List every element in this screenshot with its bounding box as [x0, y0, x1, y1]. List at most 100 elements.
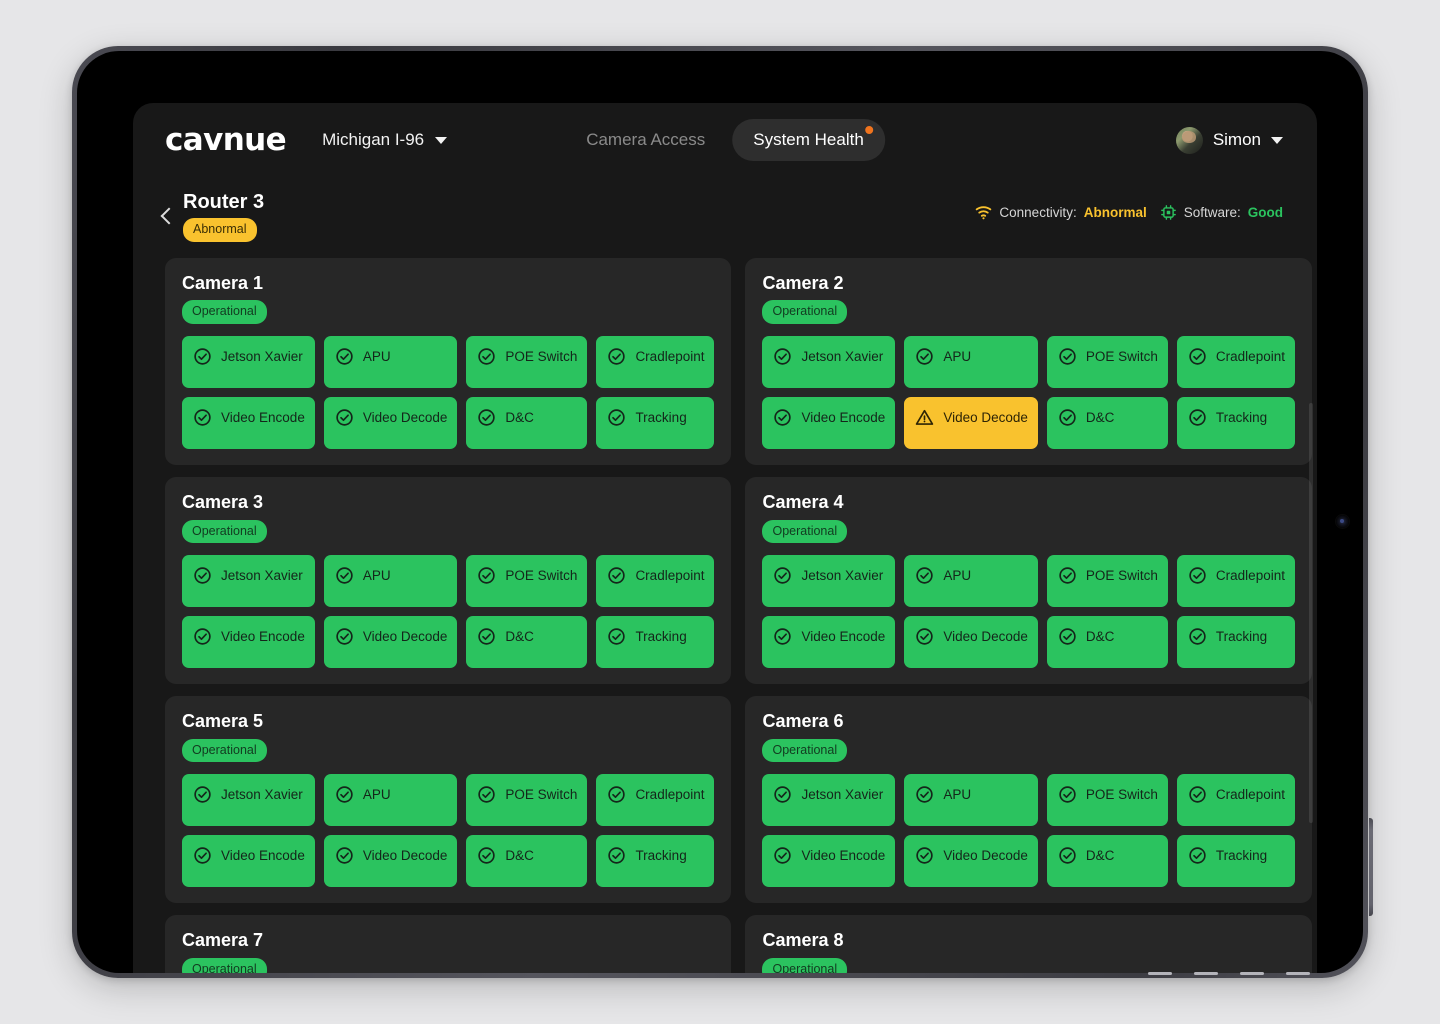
component-tile[interactable]: Video Decode: [904, 835, 1038, 888]
component-tile[interactable]: Tracking: [596, 835, 715, 888]
app-window: cavnue Michigan I-96 Camera Access Syste…: [133, 103, 1317, 973]
component-tile[interactable]: Jetson Xavier: [182, 335, 315, 388]
component-tile[interactable]: Tracking: [1176, 616, 1295, 669]
camera-card[interactable]: Camera 4 Operational Jetson Xavier APU POE S…: [745, 476, 1312, 685]
component-tile[interactable]: D&C: [1046, 835, 1168, 888]
tab-system-health[interactable]: System Health: [732, 119, 885, 161]
component-tile[interactable]: POE Switch: [466, 335, 588, 388]
component-tile[interactable]: Video Encode: [182, 616, 315, 669]
back-chevron-icon[interactable]: [155, 205, 177, 227]
component-tile[interactable]: POE Switch: [1046, 555, 1168, 608]
component-tile[interactable]: Cradlepoint: [1176, 335, 1295, 388]
component-tile[interactable]: APU: [904, 555, 1038, 608]
component-tile-label: Jetson Xavier: [221, 787, 303, 803]
camera-card[interactable]: Camera 1 Operational Jetson Xavier APU POE S…: [165, 257, 732, 465]
camera-grid: Camera 1 Operational Jetson Xavier APU POE S…: [165, 257, 1312, 973]
component-tile-label: Cradlepoint: [1215, 348, 1285, 364]
component-tile-label: Tracking: [1215, 409, 1268, 425]
component-tile[interactable]: Cradlepoint: [596, 335, 715, 388]
camera-card[interactable]: Camera 6 Operational Jetson Xavier APU POE S…: [745, 696, 1312, 904]
component-tile-label: POE Switch: [505, 787, 578, 803]
component-tile[interactable]: Video Decode: [323, 616, 458, 669]
component-tile[interactable]: D&C: [466, 835, 588, 888]
component-tile[interactable]: Tracking: [1176, 835, 1295, 888]
component-tile-label: APU: [943, 568, 972, 584]
component-tile[interactable]: D&C: [1046, 396, 1168, 449]
component-tile[interactable]: Video Decode: [904, 396, 1038, 449]
component-tile[interactable]: Video Encode: [762, 835, 896, 888]
component-tile-label: Jetson Xavier: [801, 568, 884, 584]
component-tile[interactable]: Jetson Xavier: [182, 555, 315, 608]
component-tile[interactable]: APU: [904, 335, 1038, 388]
component-tile[interactable]: D&C: [466, 616, 588, 669]
component-tile[interactable]: APU: [904, 774, 1038, 827]
component-tile[interactable]: Video Decode: [323, 835, 458, 888]
check-circle-icon: [916, 786, 934, 804]
component-tile[interactable]: Tracking: [596, 396, 715, 449]
component-tile[interactable]: APU: [323, 774, 458, 827]
component-tile[interactable]: Video Encode: [182, 835, 315, 888]
check-circle-icon: [336, 847, 353, 865]
software-value: Good: [1247, 205, 1283, 220]
check-circle-icon: [1189, 348, 1206, 365]
component-tile[interactable]: Cradlepoint: [1176, 555, 1295, 608]
component-tile[interactable]: Video Decode: [904, 616, 1038, 669]
component-tile[interactable]: Jetson Xavier: [182, 774, 315, 827]
component-tile-grid: Jetson Xavier APU POE Switch Cradlepoint Vid…: [182, 774, 715, 888]
component-tile[interactable]: Tracking: [1176, 396, 1295, 449]
camera-card[interactable]: Camera 5 Operational Jetson Xavier APU POE S…: [165, 696, 732, 904]
component-tile[interactable]: POE Switch: [1046, 774, 1168, 827]
component-tile[interactable]: Jetson Xavier: [762, 774, 896, 827]
component-tile[interactable]: Jetson Xavier: [762, 335, 896, 388]
component-tile[interactable]: POE Switch: [1046, 335, 1168, 388]
check-circle-icon: [1189, 628, 1206, 645]
component-tile[interactable]: Jetson Xavier: [762, 555, 896, 608]
check-circle-icon: [774, 567, 792, 584]
camera-title: Camera 3: [182, 491, 264, 512]
component-tile[interactable]: Cradlepoint: [1176, 774, 1295, 827]
cavnue-logo[interactable]: cavnue: [165, 121, 287, 158]
page-title: Router 3: [183, 191, 265, 213]
camera-title: Camera 2: [762, 272, 844, 293]
component-tile[interactable]: Tracking: [596, 616, 715, 669]
component-tile-label: Cradlepoint: [1215, 787, 1285, 803]
check-circle-icon: [916, 567, 934, 584]
check-circle-icon: [774, 409, 792, 426]
component-tile-label: Jetson Xavier: [221, 348, 303, 364]
check-circle-icon: [336, 567, 353, 584]
check-circle-icon: [774, 786, 792, 804]
check-circle-icon: [478, 348, 496, 365]
component-tile-label: Jetson Xavier: [221, 568, 303, 584]
check-circle-icon: [194, 348, 211, 365]
check-circle-icon: [478, 628, 496, 645]
component-tile[interactable]: Video Encode: [182, 396, 315, 449]
component-tile[interactable]: Cradlepoint: [596, 555, 715, 608]
component-tile[interactable]: APU: [323, 335, 458, 388]
camera-card[interactable]: Camera 3 Operational Jetson Xavier APU POE S…: [165, 476, 732, 685]
camera-list-scroll-region[interactable]: Camera 1 Operational Jetson Xavier APU POE S…: [133, 257, 1317, 973]
component-tile[interactable]: Video Encode: [762, 396, 896, 449]
camera-status-badge: Operational: [762, 738, 848, 763]
component-tile[interactable]: Video Encode: [762, 616, 896, 669]
component-tile[interactable]: POE Switch: [466, 774, 588, 827]
component-tile-label: Video Encode: [801, 629, 886, 645]
component-tile[interactable]: Video Decode: [323, 396, 458, 449]
component-tile[interactable]: D&C: [1046, 616, 1168, 669]
user-menu[interactable]: Simon: [1175, 126, 1283, 154]
component-tile[interactable]: POE Switch: [466, 555, 588, 608]
camera-status-badge: Operational: [762, 519, 848, 544]
check-circle-icon: [916, 847, 934, 865]
check-circle-icon: [336, 409, 353, 426]
tab-camera-access[interactable]: Camera Access: [565, 119, 726, 161]
component-tile-grid: Jetson Xavier APU POE Switch Cradlepoint Vid…: [762, 335, 1295, 449]
site-selector-dropdown[interactable]: Michigan I-96: [322, 130, 448, 150]
camera-card[interactable]: Camera 2 Operational Jetson Xavier APU POE S…: [745, 257, 1312, 465]
tab-camera-access-label: Camera Access: [586, 130, 706, 149]
scrollbar[interactable]: [1309, 403, 1313, 823]
component-tile[interactable]: APU: [323, 555, 458, 608]
component-tile[interactable]: D&C: [466, 396, 588, 449]
component-tile[interactable]: Cradlepoint: [596, 774, 715, 827]
component-tile-label: Tracking: [635, 848, 687, 864]
